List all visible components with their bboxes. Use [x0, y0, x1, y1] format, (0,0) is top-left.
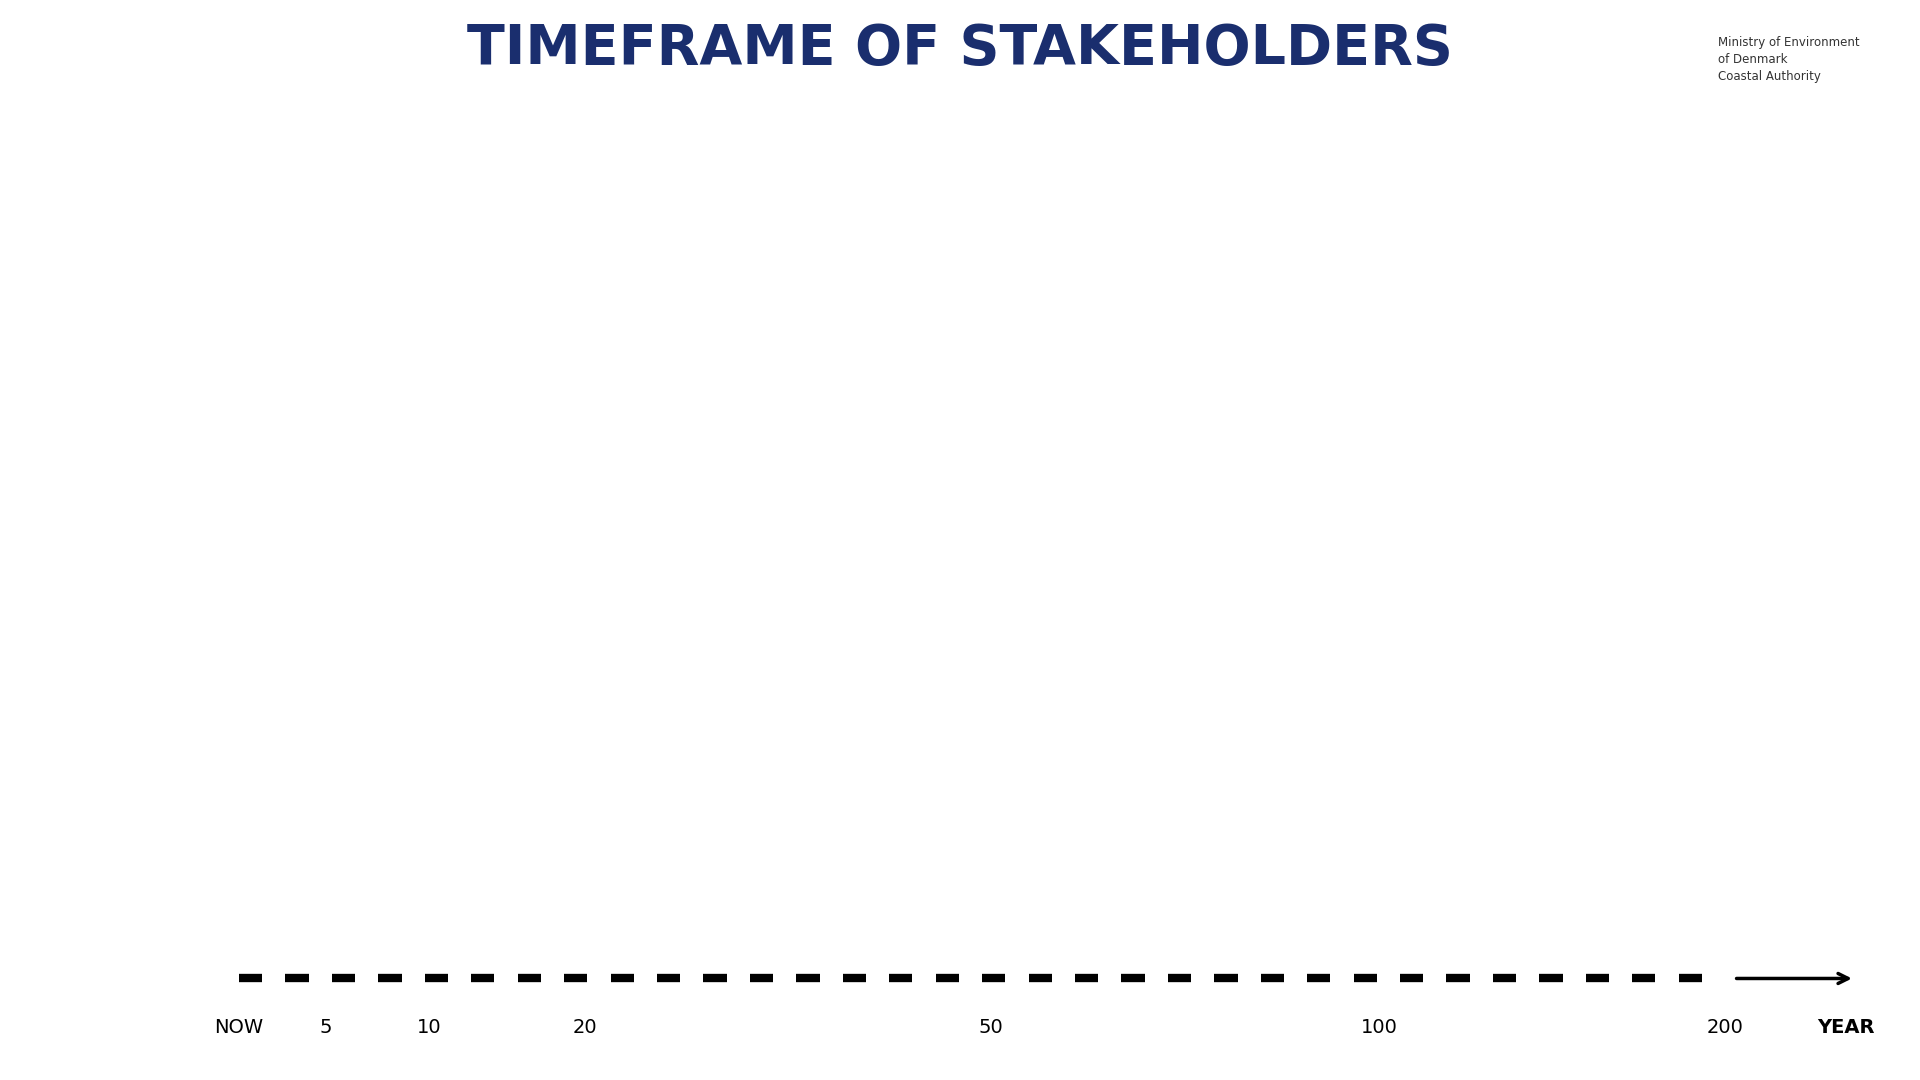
Text: Climate
adaptation: Climate adaptation — [169, 875, 290, 917]
Text: Private
landowner: Private landowner — [169, 393, 286, 435]
Text: EU budgets: EU budgets — [169, 766, 296, 785]
Text: 50: 50 — [979, 1017, 1002, 1037]
Text: 10: 10 — [417, 1017, 442, 1037]
Text: 5: 5 — [319, 1017, 332, 1037]
Text: Parliamentary
politician: Parliamentary politician — [169, 152, 324, 194]
Text: Municipal
budgets: Municipal budgets — [169, 634, 276, 676]
Text: 20: 20 — [572, 1017, 597, 1037]
Text: Municipal
politician: Municipal politician — [169, 272, 276, 315]
Text: TIMEFRAME OF STAKEHOLDERS: TIMEFRAME OF STAKEHOLDERS — [467, 22, 1453, 76]
Text: Ministry of Environment
of Denmark
Coastal Authority: Ministry of Environment of Denmark Coast… — [1718, 36, 1860, 83]
Text: Investor: Investor — [169, 525, 261, 544]
Text: NOW: NOW — [215, 1017, 263, 1037]
Text: 100: 100 — [1361, 1017, 1398, 1037]
Text: 200: 200 — [1707, 1017, 1743, 1037]
Text: YEAR: YEAR — [1818, 1017, 1874, 1037]
